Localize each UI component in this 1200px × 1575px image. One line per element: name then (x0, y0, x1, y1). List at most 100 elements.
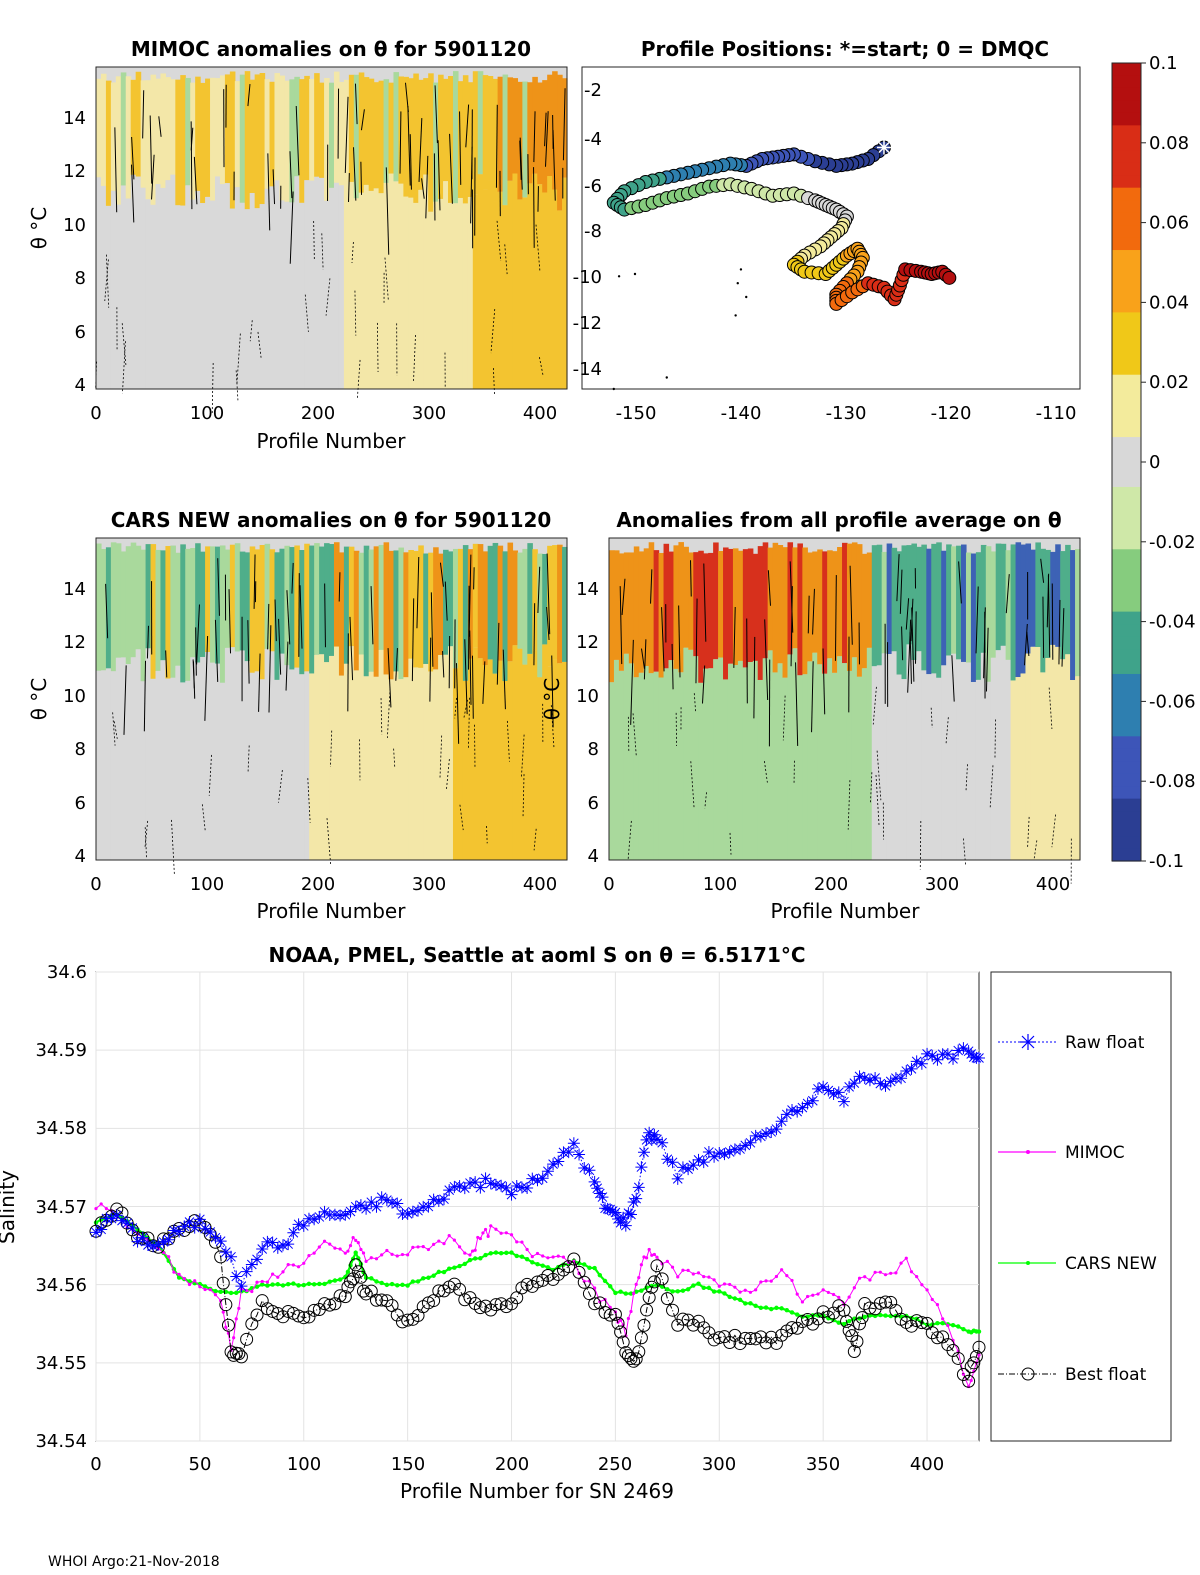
heatmap-cell-deep (393, 181, 400, 389)
raw-float-marker (131, 1235, 144, 1248)
average-heatmap-body (609, 538, 1081, 884)
mimoc-marker (665, 1259, 669, 1264)
raw-float-marker (723, 1146, 736, 1159)
colorbar-segment (1112, 175, 1141, 189)
raw-float-marker (905, 1062, 918, 1075)
mimoc-marker (338, 1247, 342, 1251)
heatmap-cell-upper (851, 542, 858, 658)
heatmap-contour (274, 599, 277, 642)
heatmap-contour (640, 648, 645, 669)
heatmap-contour (764, 619, 769, 700)
raw-float-marker (786, 1103, 799, 1116)
cars-new-marker (608, 1284, 613, 1289)
heatmap-cell-upper (562, 78, 568, 178)
best-float-marker (676, 1312, 690, 1326)
colorbar-tick-label: 0.06 (1149, 213, 1189, 234)
salinity-xtick-100: 100 (287, 1454, 321, 1475)
heatmap-contour (671, 643, 674, 690)
heatmap-cell-deep (125, 664, 132, 860)
heatmap-cell-upper (512, 550, 519, 646)
heatmap-contour (437, 140, 441, 211)
heatmap-contour (214, 619, 219, 682)
heatmap-contour (267, 603, 270, 650)
heatmap-cell-deep (180, 682, 186, 860)
heatmap-contour (552, 130, 556, 201)
heatmap-cell-deep (931, 673, 937, 860)
cars-xtick-200: 200 (301, 874, 335, 895)
heatmap-cell-upper (931, 543, 937, 674)
mimoc-marker (826, 1290, 830, 1295)
heatmap-cell-upper (1070, 550, 1076, 681)
cars-new-marker (763, 1305, 769, 1310)
cars-ytick-10: 10 (63, 686, 86, 707)
raw-float-marker (380, 1194, 393, 1207)
raw-float-marker (266, 1236, 279, 1249)
salinity-grid (95, 971, 979, 1442)
heatmap-cell-deep (140, 681, 147, 860)
dmqc-point (617, 275, 621, 278)
heatmap-cell-deep (921, 670, 927, 860)
best-float-marker (395, 1315, 409, 1329)
cars-new-marker (696, 1281, 701, 1286)
best-float-marker (647, 1275, 661, 1289)
mimoc-marker (406, 1253, 410, 1257)
cars-new-marker (628, 1291, 634, 1296)
heatmap-contour-dotted (247, 745, 250, 773)
heatmap-cell-upper (757, 546, 764, 680)
heatmap-cell-upper (896, 551, 903, 675)
raw-float-marker (749, 1129, 762, 1142)
heatmap-cell-upper (970, 553, 977, 682)
mimoc-marker (395, 1254, 399, 1258)
heatmap-cell-upper (195, 543, 201, 663)
cars-new-marker (888, 1313, 893, 1319)
heatmap-cell-upper (160, 73, 167, 188)
mimoc-heatmap-body (95, 67, 568, 414)
heatmap-contour (291, 562, 294, 594)
heatmap-cell-deep (482, 665, 489, 860)
heatmap-cell-deep (613, 659, 620, 860)
raw-float-marker (622, 1207, 635, 1220)
average-xtick-200: 200 (814, 874, 848, 895)
heatmap-cell-deep (512, 173, 519, 389)
mimoc-marker (728, 1282, 732, 1287)
mimoc-marker (348, 1243, 353, 1248)
heatmap-cell-deep (487, 659, 494, 860)
heatmap-cell-upper (408, 78, 414, 198)
heatmap-cell-deep (532, 650, 538, 860)
cars-new-marker (613, 1290, 618, 1296)
footer-credit: WHOI Argo:21-Nov-2018 (48, 1554, 220, 1570)
raw-float-marker (624, 1208, 637, 1221)
mimoc-marker (286, 1263, 290, 1267)
heatmap-cell-upper (190, 548, 196, 658)
heatmap-contour-dotted (538, 357, 544, 377)
heatmap-cell-deep (886, 653, 893, 860)
colorbar-segment (1112, 811, 1141, 825)
heatmap-cell-upper (718, 550, 724, 658)
heatmap-cell-upper (140, 80, 147, 188)
cars-ytick-14: 14 (63, 579, 86, 600)
heatmap-contour (370, 586, 374, 645)
raw-float-marker (308, 1213, 321, 1226)
raw-float-marker (328, 1208, 341, 1221)
heatmap-cell-deep (472, 647, 479, 860)
heatmap-cell-deep (105, 205, 112, 389)
raw-float-marker (235, 1280, 248, 1293)
heatmap-cell-upper (975, 552, 982, 680)
colorbar-segment (1112, 574, 1141, 588)
heatmap-cell-upper (353, 74, 360, 199)
best-float-marker (712, 1331, 726, 1345)
heatmap-cell-deep (757, 679, 764, 860)
heatmap-cell-deep (289, 202, 295, 389)
mimoc-marker (416, 1245, 420, 1249)
salinity-ytick-3457: 34.57 (35, 1197, 87, 1218)
heatmap-contour (217, 558, 220, 616)
heatmap-contour (703, 563, 707, 642)
heatmap-cell-deep (633, 677, 640, 860)
cars-new-marker (675, 1289, 680, 1294)
mimoc-marker (473, 1248, 477, 1252)
heatmap-cell-upper (1010, 544, 1017, 681)
raw-float-marker (895, 1072, 908, 1085)
heatmap-cell-deep (170, 677, 176, 860)
mimoc-ytick-12: 12 (63, 161, 86, 182)
heatmap-cell-upper (723, 547, 729, 680)
